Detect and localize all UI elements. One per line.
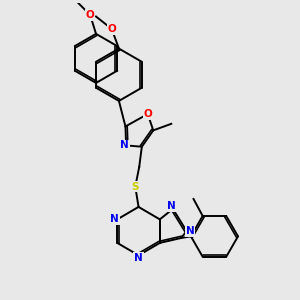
Text: S: S [131,182,139,192]
Text: N: N [134,253,143,263]
Text: O: O [86,10,94,20]
Text: N: N [110,214,119,224]
Text: N: N [185,226,194,236]
Text: N: N [120,140,129,150]
Text: O: O [143,109,152,119]
Text: O: O [107,24,116,34]
Text: N: N [167,201,176,211]
